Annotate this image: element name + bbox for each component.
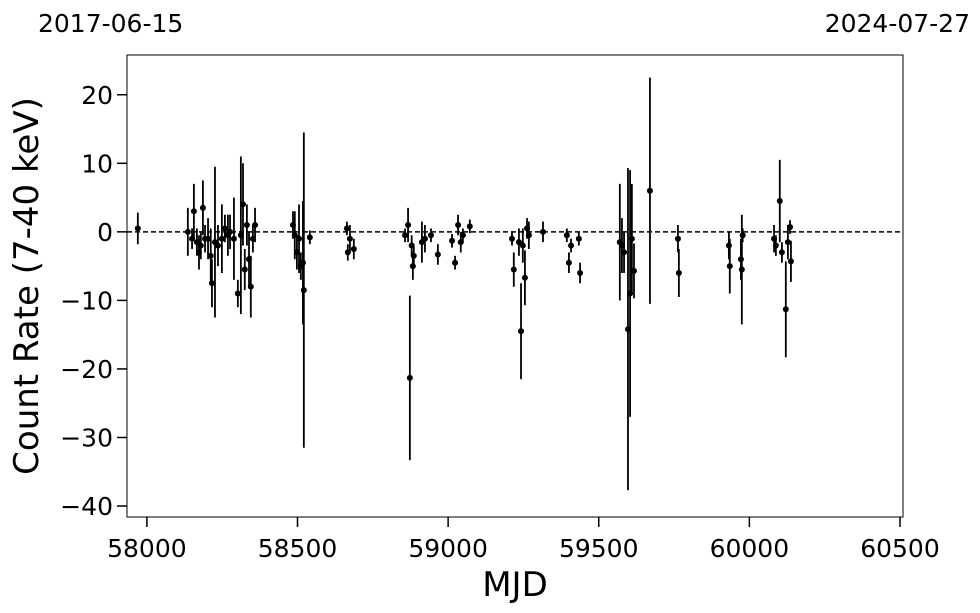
data-point	[776, 198, 783, 205]
data-point	[784, 239, 791, 246]
data-point	[350, 245, 357, 252]
y-tick-label: 20	[81, 81, 113, 110]
y-tick-label: 10	[81, 149, 113, 178]
data-point	[243, 221, 250, 228]
data-point	[134, 225, 141, 232]
data-point	[621, 249, 628, 256]
data-point	[521, 274, 528, 281]
x-tick-label: 59500	[559, 534, 639, 563]
data-point	[230, 235, 237, 242]
data-point	[675, 269, 682, 276]
data-point	[306, 234, 313, 241]
data-point	[540, 228, 547, 235]
data-point	[218, 235, 225, 242]
y-axis-label: Count Rate (7-40 keV)	[7, 97, 47, 475]
data-point	[247, 283, 254, 290]
data-point	[737, 256, 744, 263]
y-tick-label: −10	[60, 286, 113, 315]
data-point	[525, 232, 532, 239]
data-point	[510, 266, 517, 273]
data-point	[227, 228, 234, 235]
data-point	[299, 259, 306, 266]
data-point	[466, 223, 473, 230]
data-point	[787, 258, 794, 265]
data-point	[563, 232, 570, 239]
data-point	[199, 204, 206, 211]
x-tick-label: 59000	[408, 534, 488, 563]
y-tick-label: −40	[60, 492, 113, 521]
data-point	[241, 266, 248, 273]
top-right-label: 2024-07-27	[825, 9, 970, 38]
y-tick-label: −30	[60, 423, 113, 452]
data-point	[782, 306, 789, 313]
data-point	[221, 225, 228, 232]
y-tick-label: 0	[97, 218, 113, 247]
data-point	[346, 235, 353, 242]
data-point	[628, 235, 635, 242]
data-point	[674, 235, 681, 242]
x-tick-label: 58000	[107, 534, 187, 563]
data-point	[515, 239, 522, 246]
data-point	[449, 237, 456, 244]
data-point	[234, 290, 241, 297]
data-point	[421, 235, 428, 242]
data-point	[427, 232, 434, 239]
data-point	[455, 221, 462, 228]
plot-frame	[126, 54, 904, 518]
x-axis-label: MJD	[482, 565, 548, 605]
x-tick-label: 60000	[710, 534, 790, 563]
data-point	[214, 242, 221, 249]
data-point	[205, 235, 212, 242]
data-point	[208, 280, 215, 287]
x-tick-label: 60500	[860, 534, 940, 563]
data-point	[787, 224, 794, 231]
data-point	[726, 263, 733, 270]
data-point	[568, 242, 575, 249]
data-point	[402, 232, 409, 239]
data-point	[409, 263, 416, 270]
data-point	[184, 228, 191, 235]
data-point	[518, 328, 525, 335]
data-point	[575, 235, 582, 242]
data-point	[296, 235, 303, 242]
data-point	[405, 221, 412, 228]
data-point	[577, 269, 584, 276]
data-point	[459, 232, 466, 239]
data-point	[725, 242, 732, 249]
data-point	[508, 235, 515, 242]
data-point	[565, 259, 572, 266]
data-point	[452, 259, 459, 266]
data-point	[239, 201, 246, 208]
y-tick-label: −20	[60, 355, 113, 384]
data-point	[739, 232, 746, 239]
data-point	[343, 225, 350, 232]
top-left-label: 2017-06-15	[38, 9, 183, 38]
data-point	[300, 287, 307, 294]
data-point	[630, 267, 637, 274]
x-tick-label: 58500	[258, 534, 338, 563]
data-point	[646, 187, 653, 194]
data-point	[252, 221, 259, 228]
data-point	[772, 242, 779, 249]
data-point	[190, 208, 197, 215]
data-point	[738, 266, 745, 273]
data-point	[406, 374, 413, 381]
data-point	[434, 251, 441, 258]
data-point	[410, 252, 417, 259]
data-point	[778, 249, 785, 256]
data-point	[207, 252, 214, 259]
data-point	[197, 242, 204, 249]
data-point	[519, 242, 526, 249]
